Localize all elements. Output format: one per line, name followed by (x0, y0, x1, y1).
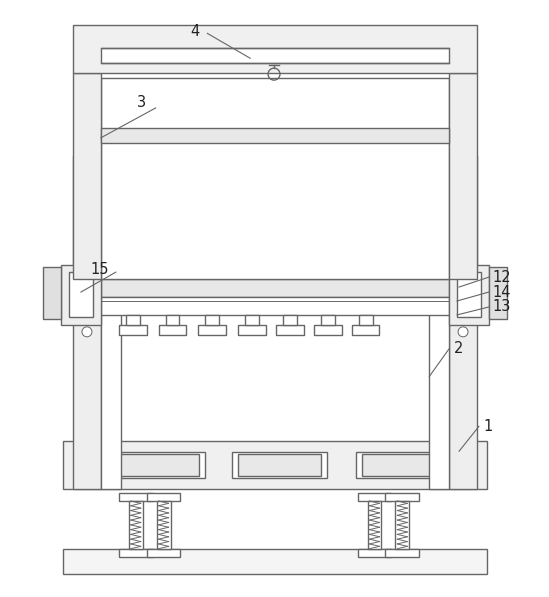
Bar (449, 73, 477, 279)
Text: 3: 3 (137, 96, 145, 110)
Text: 12: 12 (493, 270, 512, 285)
Text: 14: 14 (493, 285, 511, 300)
Bar (101, 297, 449, 315)
Bar (101, 128, 449, 143)
Bar (357, 493, 391, 501)
Bar (119, 549, 153, 556)
Circle shape (458, 327, 468, 337)
Bar (362, 454, 444, 476)
Bar (429, 230, 449, 489)
Bar (314, 325, 341, 335)
Bar (43, 267, 61, 319)
Bar (351, 325, 379, 335)
Bar (356, 452, 450, 478)
Bar (283, 315, 297, 325)
Bar (73, 73, 101, 279)
Bar (276, 325, 304, 335)
Bar (73, 156, 101, 489)
Text: 13: 13 (493, 300, 511, 315)
Circle shape (82, 327, 92, 337)
Bar (73, 26, 477, 73)
Bar (489, 267, 507, 319)
Bar (358, 315, 373, 325)
Text: 1: 1 (483, 419, 492, 434)
Bar (101, 279, 449, 297)
Bar (101, 48, 449, 63)
Bar (147, 493, 181, 501)
Bar (119, 325, 147, 335)
Bar (166, 315, 180, 325)
Bar (449, 156, 477, 489)
Bar (111, 452, 205, 478)
Bar (238, 454, 321, 476)
Bar (101, 230, 121, 489)
Bar (159, 325, 187, 335)
Bar (101, 78, 449, 279)
Bar (238, 325, 266, 335)
Bar (367, 501, 382, 549)
Bar (147, 549, 181, 556)
Text: 4: 4 (191, 24, 200, 39)
Bar (385, 549, 419, 556)
Bar (63, 441, 487, 489)
Bar (449, 265, 489, 325)
Text: 15: 15 (91, 261, 109, 276)
Bar (156, 501, 171, 549)
Bar (117, 454, 199, 476)
Bar (61, 265, 101, 325)
Bar (205, 315, 219, 325)
Bar (395, 501, 410, 549)
Bar (457, 272, 481, 317)
Text: 2: 2 (454, 341, 463, 356)
Bar (245, 315, 259, 325)
Bar (198, 325, 226, 335)
Bar (385, 493, 419, 501)
Bar (126, 315, 139, 325)
Bar (63, 549, 487, 574)
Bar (69, 272, 93, 317)
Bar (357, 549, 391, 556)
Bar (321, 315, 335, 325)
Bar (119, 493, 153, 501)
Bar (232, 452, 327, 478)
Bar (129, 501, 143, 549)
